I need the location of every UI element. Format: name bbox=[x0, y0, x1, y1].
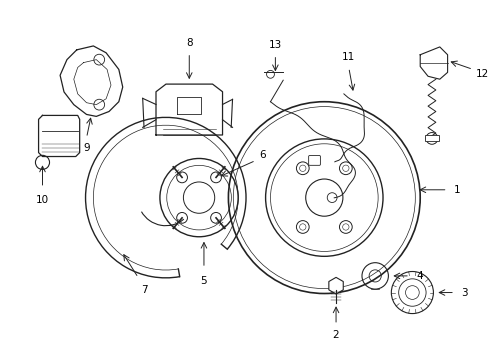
Text: 13: 13 bbox=[268, 40, 282, 50]
Text: 9: 9 bbox=[83, 143, 90, 153]
Text: 3: 3 bbox=[461, 288, 467, 297]
Text: 6: 6 bbox=[259, 149, 265, 159]
FancyBboxPatch shape bbox=[308, 156, 320, 165]
Text: 5: 5 bbox=[200, 276, 207, 286]
Text: 2: 2 bbox=[332, 330, 339, 339]
Text: 12: 12 bbox=[475, 69, 488, 79]
Text: 10: 10 bbox=[36, 194, 49, 204]
Text: 4: 4 bbox=[416, 271, 422, 281]
Text: 8: 8 bbox=[185, 38, 192, 48]
Text: 7: 7 bbox=[141, 285, 147, 294]
Text: 11: 11 bbox=[342, 52, 355, 62]
Text: 1: 1 bbox=[453, 185, 460, 195]
FancyBboxPatch shape bbox=[424, 135, 438, 141]
